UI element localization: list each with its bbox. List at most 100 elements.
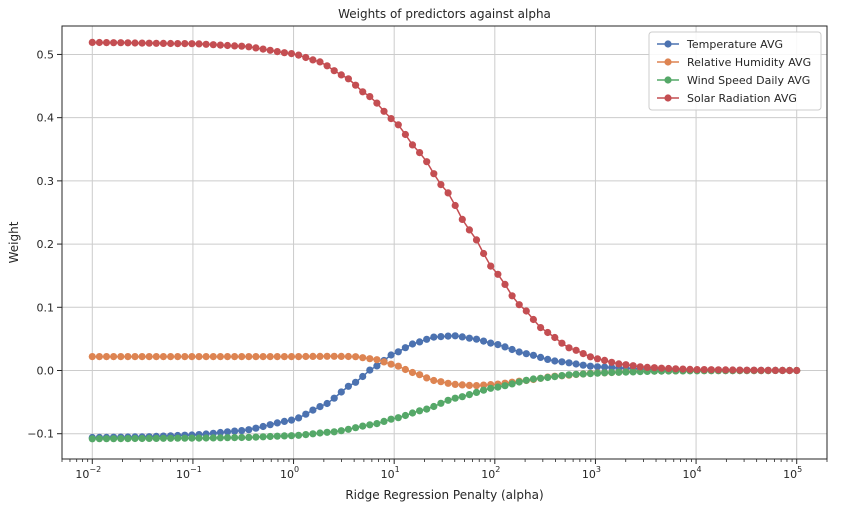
data-point [266,432,274,441]
data-point [451,201,459,210]
data-point [672,365,680,373]
data-point [366,366,374,374]
data-point [245,43,253,51]
data-point [586,353,595,361]
data-point [501,382,509,390]
data-point [437,181,445,189]
data-point [465,381,473,389]
data-point [394,348,402,356]
data-point [202,434,210,442]
data-point [302,410,310,418]
series-line [92,335,797,439]
data-point [223,428,232,436]
data-point [408,409,417,417]
data-point [245,353,253,361]
data-point [174,353,182,361]
data-point [302,352,310,361]
data-point [565,359,573,367]
data-point [330,394,338,402]
data-point [515,348,523,356]
data-point [593,363,602,371]
data-point [544,355,552,363]
data-point [444,189,452,197]
x-tick-label: 103 [582,465,601,481]
data-point [302,431,310,439]
data-point [102,39,111,47]
data-point [558,372,566,380]
data-point [572,370,580,378]
data-point [359,354,367,362]
data-point [245,433,253,441]
data-point [551,357,559,365]
data-point [95,353,103,361]
data-point [373,356,381,364]
data-point [110,39,118,47]
x-tick-label: 105 [783,465,802,481]
data-point [323,428,331,436]
data-point [138,39,146,47]
data-point [88,38,96,47]
data-point [131,353,139,361]
data-point [444,332,452,340]
data-point [558,339,566,347]
data-point [152,39,160,47]
data-point [209,353,217,361]
legend-label: Temperature AVG [686,38,783,51]
data-point [657,364,666,372]
data-point [302,53,310,62]
data-point [216,41,224,49]
x-tick-label: 10−1 [176,465,202,481]
y-axis-title: Weight [7,221,21,263]
data-point [508,345,516,354]
data-point [501,280,509,288]
x-tick-label: 100 [280,465,299,481]
data-point [437,399,445,407]
plot-frame [61,25,828,460]
legend-marker [664,76,672,84]
data-point [352,353,360,361]
y-tick-label: −0.1 [27,428,54,441]
data-point [252,433,260,441]
data-point [344,382,352,390]
legend-label: Solar Radiation AVG [687,92,797,105]
data-point [508,380,516,388]
data-point [110,353,118,361]
data-point [380,358,388,366]
data-point [316,352,324,360]
data-point [522,376,530,384]
data-point [793,366,801,375]
data-point [729,366,737,374]
data-point [608,363,616,372]
series-layer [88,38,801,443]
data-point [330,428,338,436]
data-point [430,170,438,178]
data-point [529,315,538,324]
data-point [245,426,253,434]
data-point [344,425,352,433]
y-tick-label: 0.1 [37,301,55,314]
data-point [309,56,317,64]
data-point [295,414,303,422]
data-point [522,350,530,358]
data-point [757,366,765,374]
legend-marker [664,94,672,102]
y-tick-label: 0.5 [37,48,55,61]
data-point [280,49,288,57]
x-tick-label: 101 [381,465,400,481]
data-point [273,48,281,56]
data-point [323,399,331,408]
series-solar-radiation-avg [88,38,801,375]
data-point [238,433,246,442]
data-point [465,334,473,342]
data-point [152,353,160,361]
data-point [167,39,175,48]
data-point [287,416,296,424]
data-point [401,411,409,420]
data-point [700,366,708,374]
data-point [430,402,438,411]
data-point [181,353,189,361]
data-point [373,362,381,370]
data-point [259,45,267,53]
data-point [387,360,395,368]
data-point [380,107,388,115]
